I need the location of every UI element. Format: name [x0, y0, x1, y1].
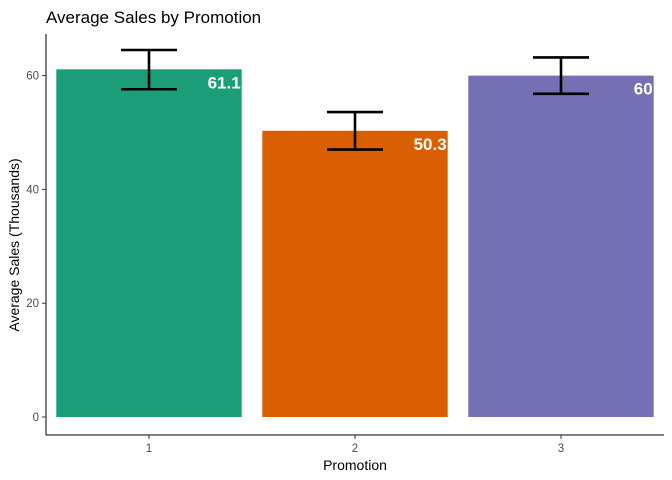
bar	[262, 130, 448, 417]
plot-area: 0 20 40 60 61.1 1 50.3 2 60 3	[26, 34, 664, 455]
data-label: 61.1	[208, 73, 241, 92]
x-tick-label: 2	[352, 443, 358, 455]
data-label: 50.3	[414, 135, 447, 154]
data-label: 60	[634, 80, 653, 99]
x-tick-label: 1	[146, 443, 152, 455]
y-axis-title: Average Sales (Thousands)	[6, 158, 22, 331]
y-tick-label: 0	[33, 412, 39, 424]
x-tick-label: 3	[558, 443, 564, 455]
y-tick-label: 60	[26, 71, 39, 83]
y-tick-label: 20	[26, 298, 39, 310]
bar	[468, 75, 654, 417]
x-axis-title: Promotion	[323, 457, 387, 473]
y-tick-label: 40	[26, 184, 39, 196]
chart-title: Average Sales by Promotion	[46, 8, 261, 27]
bar	[56, 69, 242, 417]
